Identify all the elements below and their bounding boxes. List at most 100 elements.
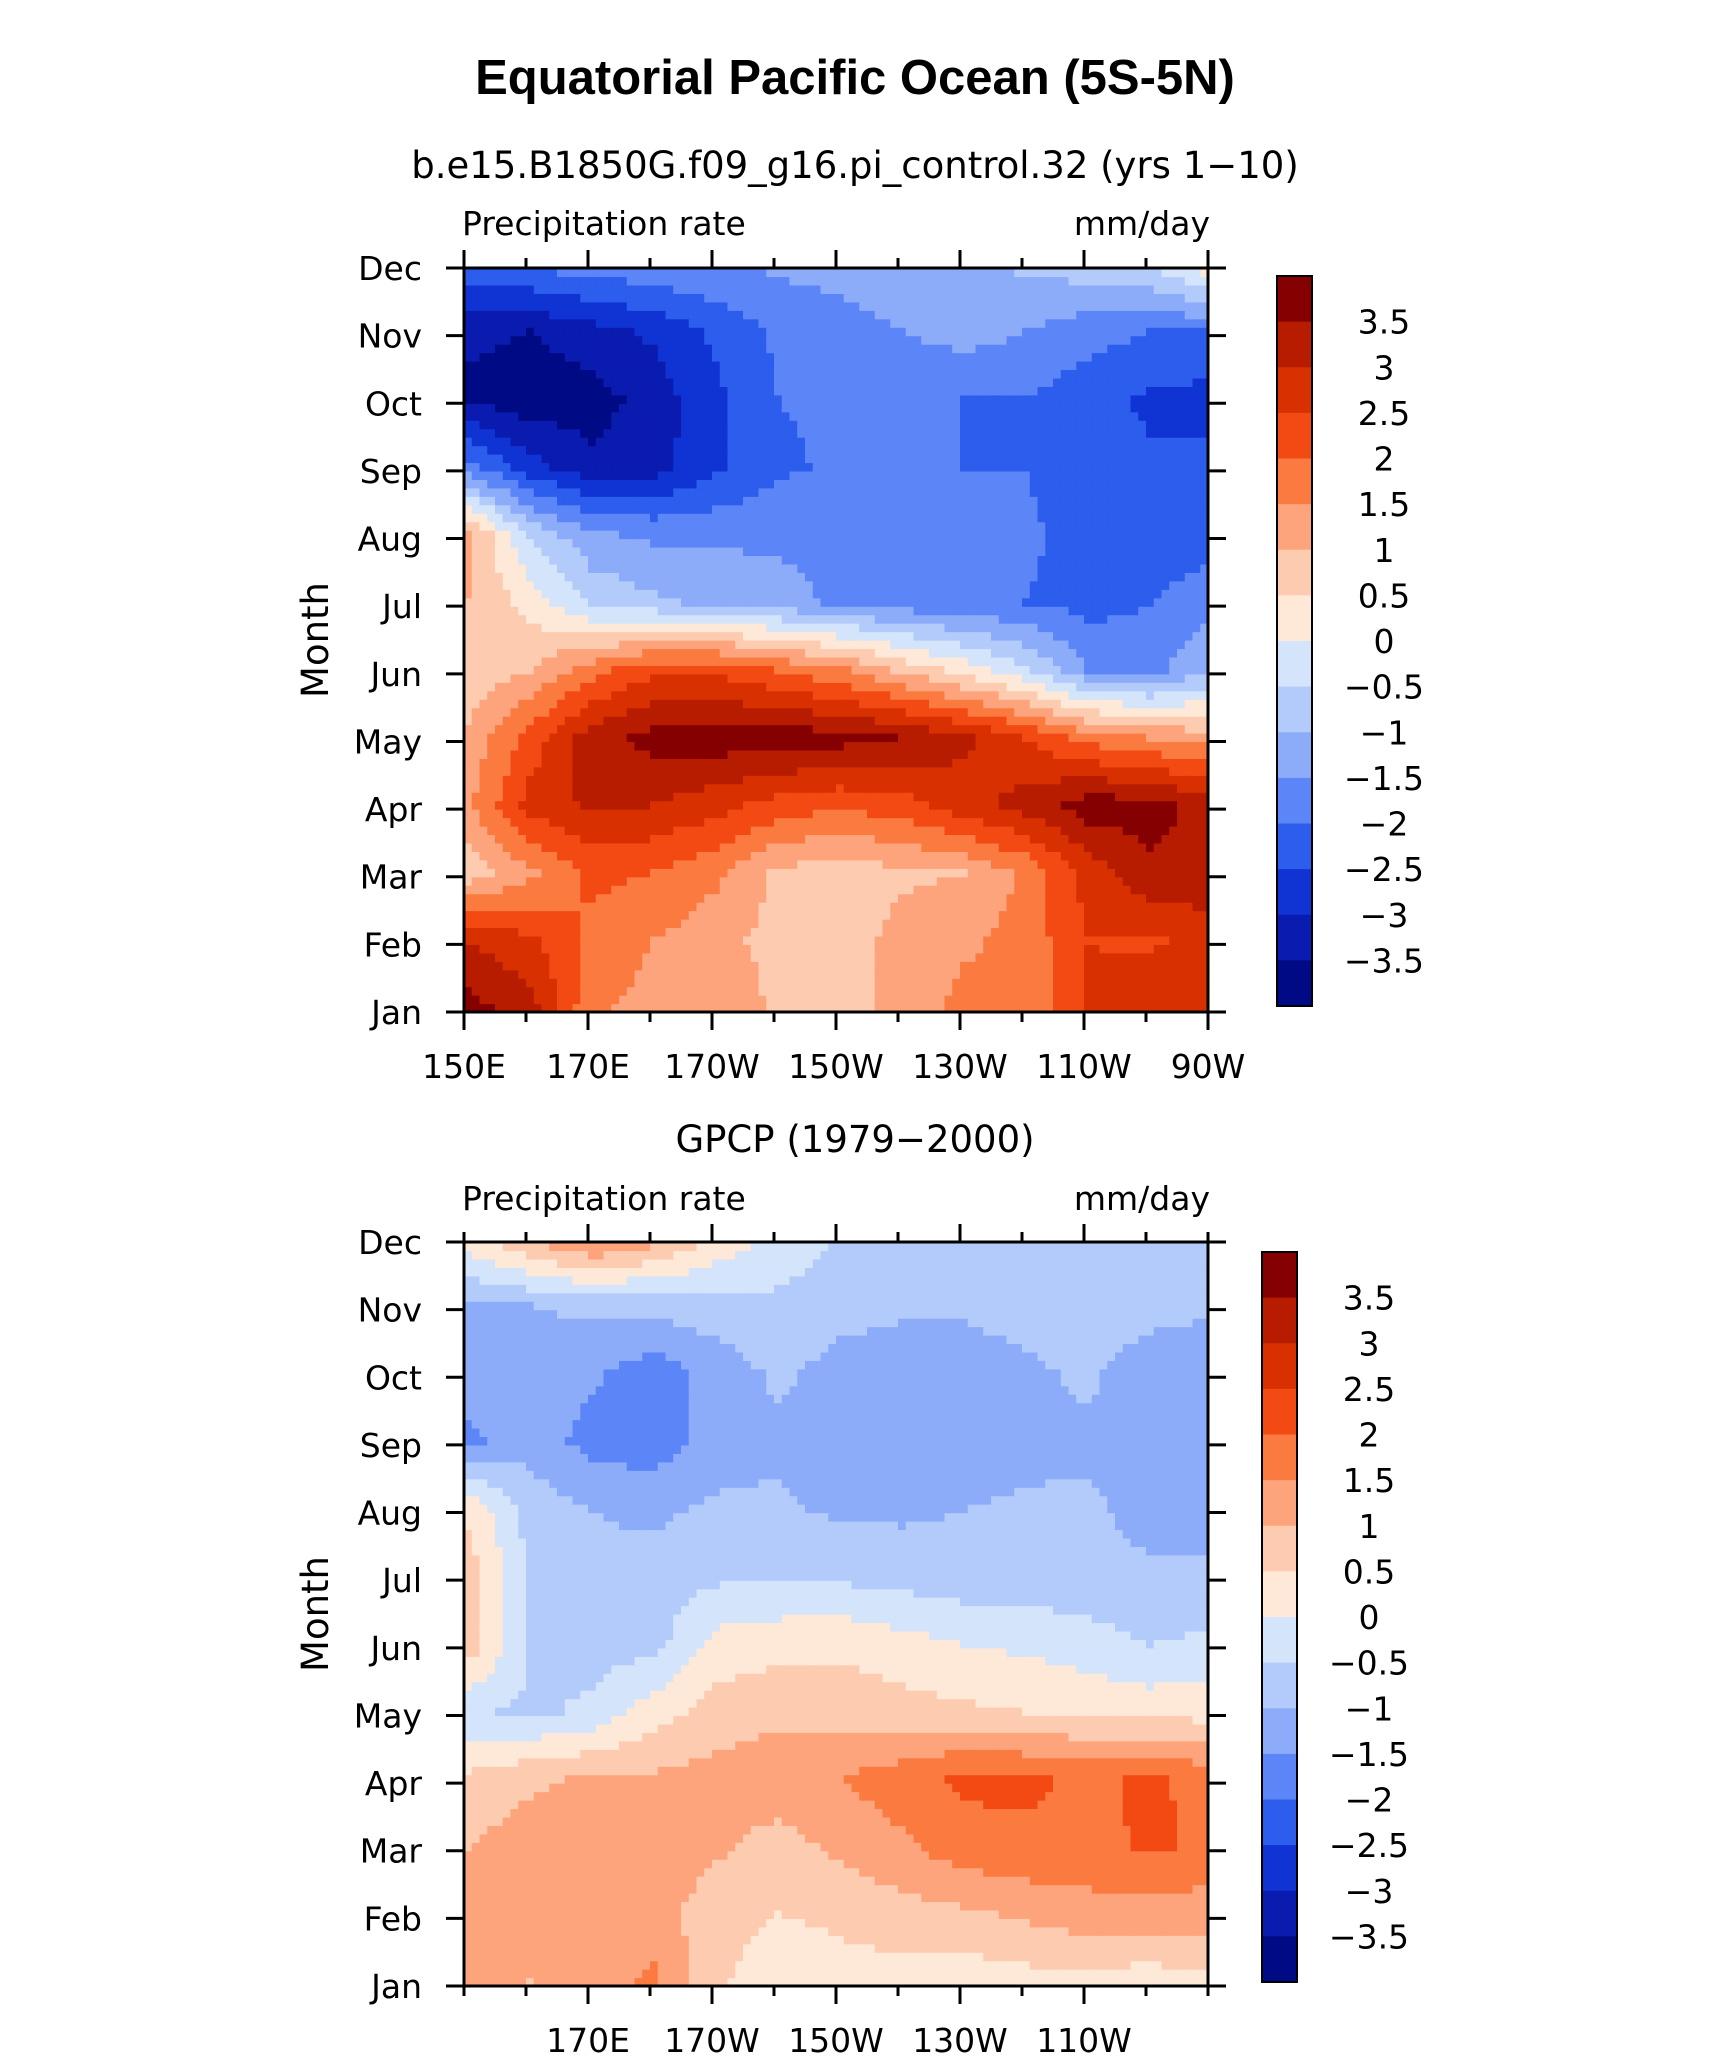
contour-cell [673,724,682,734]
contour-cell [1014,935,1023,945]
contour-cell [758,724,767,734]
contour-cell [820,775,829,785]
contour-cell [859,665,868,675]
contour-cell [479,716,488,726]
contour-cell [936,758,946,768]
contour-cell [1060,826,1070,836]
contour-cell [1177,589,1186,599]
contour-cell [967,766,977,776]
contour-cell [743,944,752,954]
contour-cell [843,623,853,633]
contour-cell [851,986,860,996]
contour-cell [673,919,682,929]
contour-cell [1184,935,1194,945]
contour-cell [727,851,736,861]
contour-cell [1091,775,1101,785]
contour-cell [1022,614,1031,624]
contour-cell [1068,986,1077,996]
contour-cell [712,775,721,785]
contour-cell [991,699,1000,709]
contour-cell [1146,978,1155,988]
contour-cell [588,986,597,996]
contour-cell [1200,690,1208,700]
contour-cell [603,589,612,599]
contour-cell [557,623,566,633]
contour-cell [572,986,581,996]
contour-cell [1006,665,1015,675]
contour-cell [1014,859,1023,869]
contour-cell [619,859,628,869]
contour-cell [681,640,690,650]
contour-cell [634,826,643,836]
contour-cell [812,707,822,717]
contour-cell [1122,665,1132,675]
contour-cell [836,690,845,700]
contour-cell [882,995,891,1005]
contour-cell [820,656,829,666]
contour-cell [820,986,829,996]
contour-cell [619,868,628,878]
contour-cell [564,597,574,607]
contour-cell [991,682,1000,692]
contour-cell [611,792,620,802]
contour-cell [727,572,736,582]
contour-cell [929,631,938,641]
contour-cell [766,716,775,726]
contour-cell [1107,690,1116,700]
contour-cell [952,699,961,709]
contour-cell [479,589,488,599]
contour-cell [1045,656,1054,666]
contour-cell [874,733,884,743]
contour-cell [743,859,752,869]
contour-cell [487,834,496,844]
contour-cell [1037,944,1046,954]
contour-cell [1037,885,1046,895]
contour-cell [564,978,574,988]
contour-cell [952,952,961,962]
contour-cell [743,572,752,582]
contour-cell [634,910,643,920]
contour-cell [1138,910,1147,920]
contour-cell [549,656,558,666]
contour-cell [797,640,806,650]
contour-cell [960,935,969,945]
contour-cell [983,978,992,988]
contour-cell [518,631,527,641]
contour-cell [975,673,984,683]
contour-cell [502,749,512,759]
contour-cell [921,656,930,666]
contour-cell [526,665,535,675]
contour-cell [1006,834,1015,844]
contour-cell [766,809,775,819]
contour-cell [1161,944,1170,954]
contour-cell [1076,665,1085,675]
contour-cell [487,758,496,768]
contour-cell [1177,640,1186,650]
contour-cell [619,631,628,641]
contour-cell [929,673,938,683]
contour-cell [704,876,713,886]
contour-cell [495,800,504,810]
contour-cell [479,800,488,810]
contour-cell [735,741,744,751]
contour-cell [929,800,938,810]
contour-cell [650,859,659,869]
contour-cell [882,733,891,743]
contour-cell [851,995,860,1005]
contour-cell [1184,716,1194,726]
contour-cell [1122,648,1132,658]
contour-cell [1029,572,1039,582]
contour-cell [487,995,496,1005]
contour-cell [1053,817,1062,827]
contour-cell [944,572,953,582]
contour-cell [1076,758,1085,768]
contour-cell [975,817,984,827]
contour-cell [874,995,884,1005]
contour-cell [890,952,899,962]
contour-cell [1053,741,1062,751]
contour-cell [549,952,558,962]
contour-cell [1184,842,1194,852]
contour-cell [588,876,597,886]
contour-cell [619,935,628,945]
contour-cell [1099,893,1108,903]
